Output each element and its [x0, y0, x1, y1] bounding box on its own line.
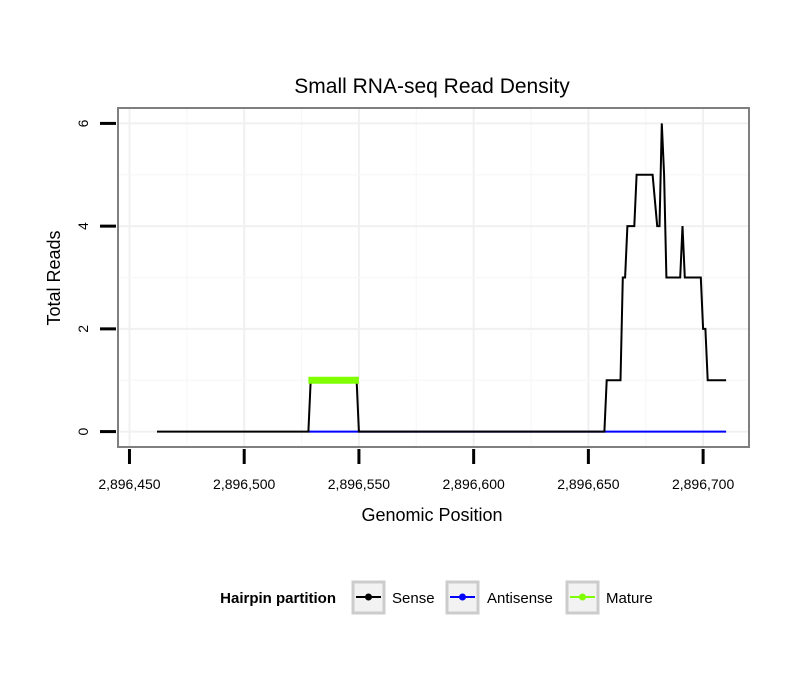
chart-title: Small RNA-seq Read Density: [294, 75, 570, 98]
legend-item-mature: Mature: [565, 580, 653, 615]
x-tick-label: 2,896,450: [98, 476, 160, 492]
legend-title: Hairpin partition: [220, 590, 336, 607]
legend-point-antisense: [459, 593, 466, 601]
grid-lines: [119, 109, 748, 446]
legend-point-sense: [365, 593, 372, 601]
y-tick-label: 4: [75, 222, 91, 230]
series-line-sense: [157, 123, 727, 433]
legend: Hairpin partition Sense Antisense Mature: [220, 580, 653, 615]
x-tick-label: 2,896,550: [328, 476, 390, 492]
x-tick-label: 2,896,500: [213, 476, 275, 492]
x-tick-label: 2,896,700: [672, 476, 734, 492]
y-tick-label: 0: [75, 427, 91, 435]
y-tick-label: 6: [75, 119, 91, 127]
x-tick-label: 2,896,600: [443, 476, 505, 492]
y-tick-label: 2: [75, 325, 91, 333]
x-tick-label: 2,896,650: [557, 476, 619, 492]
series-layer: [157, 123, 727, 433]
x-axis-label: Genomic Position: [361, 505, 502, 525]
legend-item-antisense: Antisense: [445, 580, 553, 615]
legend-point-mature: [579, 593, 586, 601]
legend-label-sense: Sense: [392, 590, 435, 607]
legend-label-antisense: Antisense: [487, 590, 553, 607]
axes: 2,896,450 2,896,500 2,896,550 2,896,600 2,89…: [75, 119, 734, 492]
legend-item-sense: Sense: [351, 580, 435, 615]
y-axis-label: Total Reads: [44, 230, 64, 325]
legend-label-mature: Mature: [606, 590, 653, 607]
